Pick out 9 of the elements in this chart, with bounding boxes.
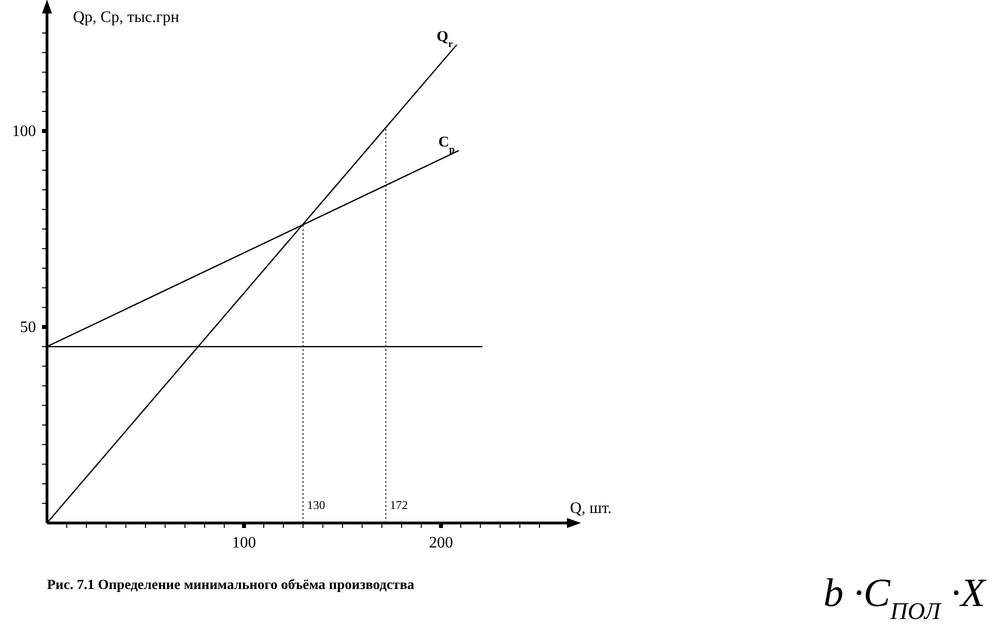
y-tick-label: 50 [20, 319, 36, 336]
x-tick-label: 200 [429, 534, 453, 552]
text: b ·C$_{ПОЛ}$ ·X [824, 570, 987, 625]
x-axis-title: Q, шт. [570, 500, 612, 517]
text: Рис. 7.1 Определение минимального объёма производства [47, 578, 414, 593]
y-axis-title: Qp, Cp, тыс.грн [73, 9, 180, 26]
series-label: Q$_{r}$ [436, 28, 454, 50]
annotation: 172 [390, 498, 408, 512]
annotation: 130 [307, 498, 326, 512]
